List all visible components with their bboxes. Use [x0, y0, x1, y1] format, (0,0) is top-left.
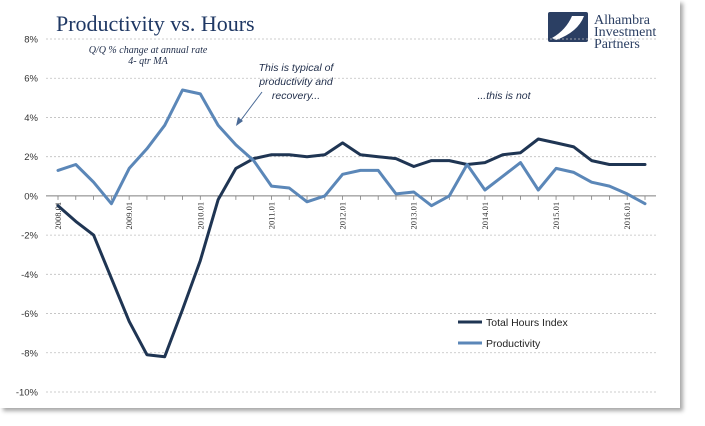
chart-svg: Productivity vs. Hours Alhambra Investme… [16, 11, 657, 399]
x-tick-label: 2011.01 [266, 202, 276, 229]
y-axis-ticks: 8% 6% 4% 2% 0% -2% -4% -6% -8% -10% [16, 35, 39, 399]
legend: Total Hours Index Productivity [458, 317, 568, 350]
note-line-1: Q/Q % change at annual rate [89, 45, 208, 56]
gridlines [46, 38, 656, 393]
x-tick-label: 2013.01 [409, 202, 419, 230]
y-tick-label: 4% [24, 113, 38, 124]
company-logo: Alhambra Investment Partners [548, 12, 656, 52]
series-lines [56, 88, 647, 359]
annotation-typical-line-2: productivity and [258, 76, 334, 88]
y-tick-label: 2% [24, 152, 38, 163]
x-tick-label: 2010.01 [195, 202, 205, 230]
logo-line-1: Alhambra [594, 13, 651, 28]
annotation-arrowhead [236, 117, 243, 126]
x-tick-label: 2012.01 [338, 202, 348, 230]
y-tick-label: 6% [24, 74, 38, 85]
logo-line-3: Partners [594, 37, 640, 52]
x-tick-label: 2008.01 [53, 202, 63, 230]
annotation-typical-line-3: recovery... [272, 90, 320, 102]
y-tick-label: -6% [21, 309, 38, 320]
chart-title: Productivity vs. Hours [56, 11, 255, 36]
annotation-typical: This is typical of productivity and reco… [236, 62, 334, 126]
note-line-2: 4- qtr MA [128, 56, 168, 67]
legend-label-hours: Total Hours Index [486, 317, 568, 329]
x-tick-label: 2009.01 [124, 202, 134, 230]
series-line-productivity [56, 88, 647, 208]
annotation-not: ...this is not [477, 90, 531, 102]
x-tick-label: 2016.01 [622, 202, 632, 230]
chart-frame: Productivity vs. Hours Alhambra Investme… [15, 11, 657, 399]
y-tick-label: 0% [24, 191, 38, 202]
y-tick-label: 8% [24, 35, 38, 46]
y-tick-label: -10% [16, 388, 39, 399]
y-tick-label: -4% [21, 270, 38, 281]
series-line-hours [56, 137, 647, 359]
annotation-typical-line-1: This is typical of [259, 62, 335, 74]
x-tick-label: 2014.01 [480, 202, 490, 230]
x-axis-ticks: 2008.01 2009.01 2010.01 2011.01 2012.01 2013.… [53, 195, 646, 230]
annotation-arrow [237, 91, 263, 125]
logo-line-2: Investment [594, 25, 656, 40]
logo-swoosh [552, 16, 584, 40]
legend-label-productivity: Productivity [486, 338, 541, 350]
y-tick-label: -8% [21, 348, 38, 359]
x-tick-label: 2015.01 [551, 202, 561, 230]
y-tick-label: -2% [21, 231, 38, 242]
